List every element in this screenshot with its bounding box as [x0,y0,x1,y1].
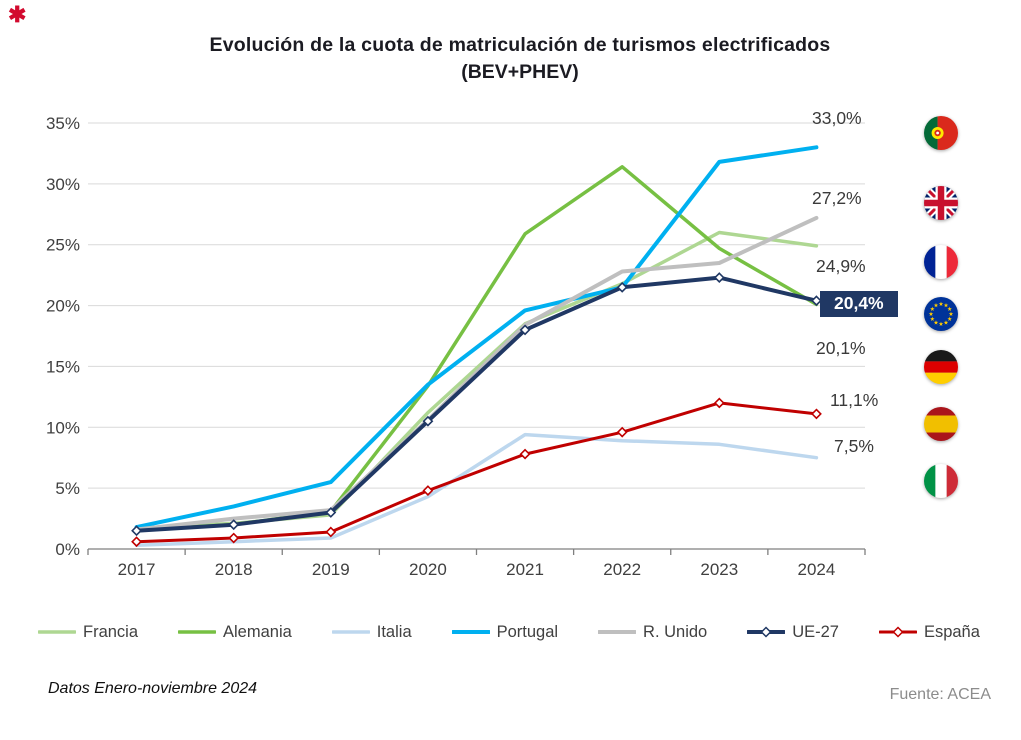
series-marker-UE-27 [811,295,822,307]
series-marker-UE-27 [325,507,337,518]
legend-swatch-icon [451,630,490,634]
legend-label: España [923,622,980,641]
x-tick-label: 2023 [700,560,738,579]
legend-item-Alemania: Alemania [178,623,292,642]
y-tick-label: 5% [55,479,80,498]
series-marker-España [519,448,531,460]
y-tick-label: 20% [46,297,80,316]
y-tick-label: 0% [55,540,80,559]
series-marker-UE-27 [422,415,434,427]
x-tick-label: 2022 [603,560,641,579]
legend-item-Portugal: Portugal [451,622,559,642]
chart-canvas: 0% 5% 10% 15% 20% 25% 30% 35% 2017 2018 2019 2020 20… [46,114,866,579]
series-marker-España [325,526,337,538]
legend-swatch-icon [598,630,637,634]
series-line-Italia [134,432,819,548]
legend-label: Francia [83,622,139,641]
series-marker-España [616,426,628,438]
footnote: Datos Enero-noviembre 2024 [48,680,258,697]
flag-uk-icon [924,186,958,220]
series-line-R. Unido [134,215,819,532]
series-line-España [135,401,818,544]
chart-legend: Francia Alemania Italia Portugal R. Unido UE-… [38,620,980,644]
y-tick-label: 30% [46,175,80,194]
series-marker-España [713,397,725,409]
series-marker-UE-27 [519,324,531,336]
series-marker-UE-27 [131,525,142,537]
y-tick-label: 15% [46,357,80,376]
x-tick-label: 2024 [798,560,836,579]
flag-france-icon [924,245,958,279]
series-line-Portugal [134,145,819,530]
y-tick-label: 10% [46,418,80,437]
legend-swatch-icon [38,630,76,634]
legend-label: Portugal [496,622,559,641]
legend-item-R. Unido: R. Unido [598,623,707,642]
line-chart: 0% 5% 10% 15% 20% 25% 30% 35% 2017 2018 2019 2020 20… [30,108,890,598]
legend-swatch-icon [878,626,917,638]
series-marker-UE-27 [228,519,240,531]
series-marker-España [131,536,142,548]
legend-swatch-icon [747,626,786,638]
flag-portugal-icon [924,116,958,150]
series-marker-UE-27 [616,281,628,293]
flag-eu-icon [924,297,958,331]
logo-mark-icon: ✱ [8,2,27,27]
legend-label: Italia [376,622,412,641]
series-marker-España [228,532,240,544]
series-marker-España [422,485,434,497]
legend-label: UE-27 [792,622,839,641]
legend-label: Alemania [223,622,292,641]
legend-item-España: España [878,622,980,642]
flag-spain-icon [924,407,958,441]
chart-title: Evolución de la cuota de matriculación d… [209,34,831,56]
legend-item-Francia: Francia [38,623,138,642]
x-tick-label: 2017 [118,560,156,579]
source-label: Fuente: ACEA [889,686,991,703]
legend-item-UE-27: UE-27 [747,623,839,642]
legend-swatch-icon [331,630,370,634]
flag-italy-icon [924,464,958,498]
x-tick-label: 2021 [506,560,544,579]
series-line-UE-27 [134,275,819,533]
chart-header: Evolución de la cuota de matriculación d… [55,34,985,84]
x-tick-label: 2019 [312,560,350,579]
flag-germany-icon [924,350,958,384]
x-tick-label: 2020 [409,560,447,579]
legend-label: R. Unido [643,622,708,641]
series-marker-UE-27 [713,272,725,284]
y-tick-label: 25% [46,236,80,255]
legend-swatch-icon [178,630,216,634]
series-marker-España [811,408,822,420]
x-tick-label: 2018 [215,560,253,579]
legend-item-Italia: Italia [331,622,412,642]
y-tick-label: 35% [46,114,80,133]
chart-subtitle: (BEV+PHEV) [461,61,579,83]
